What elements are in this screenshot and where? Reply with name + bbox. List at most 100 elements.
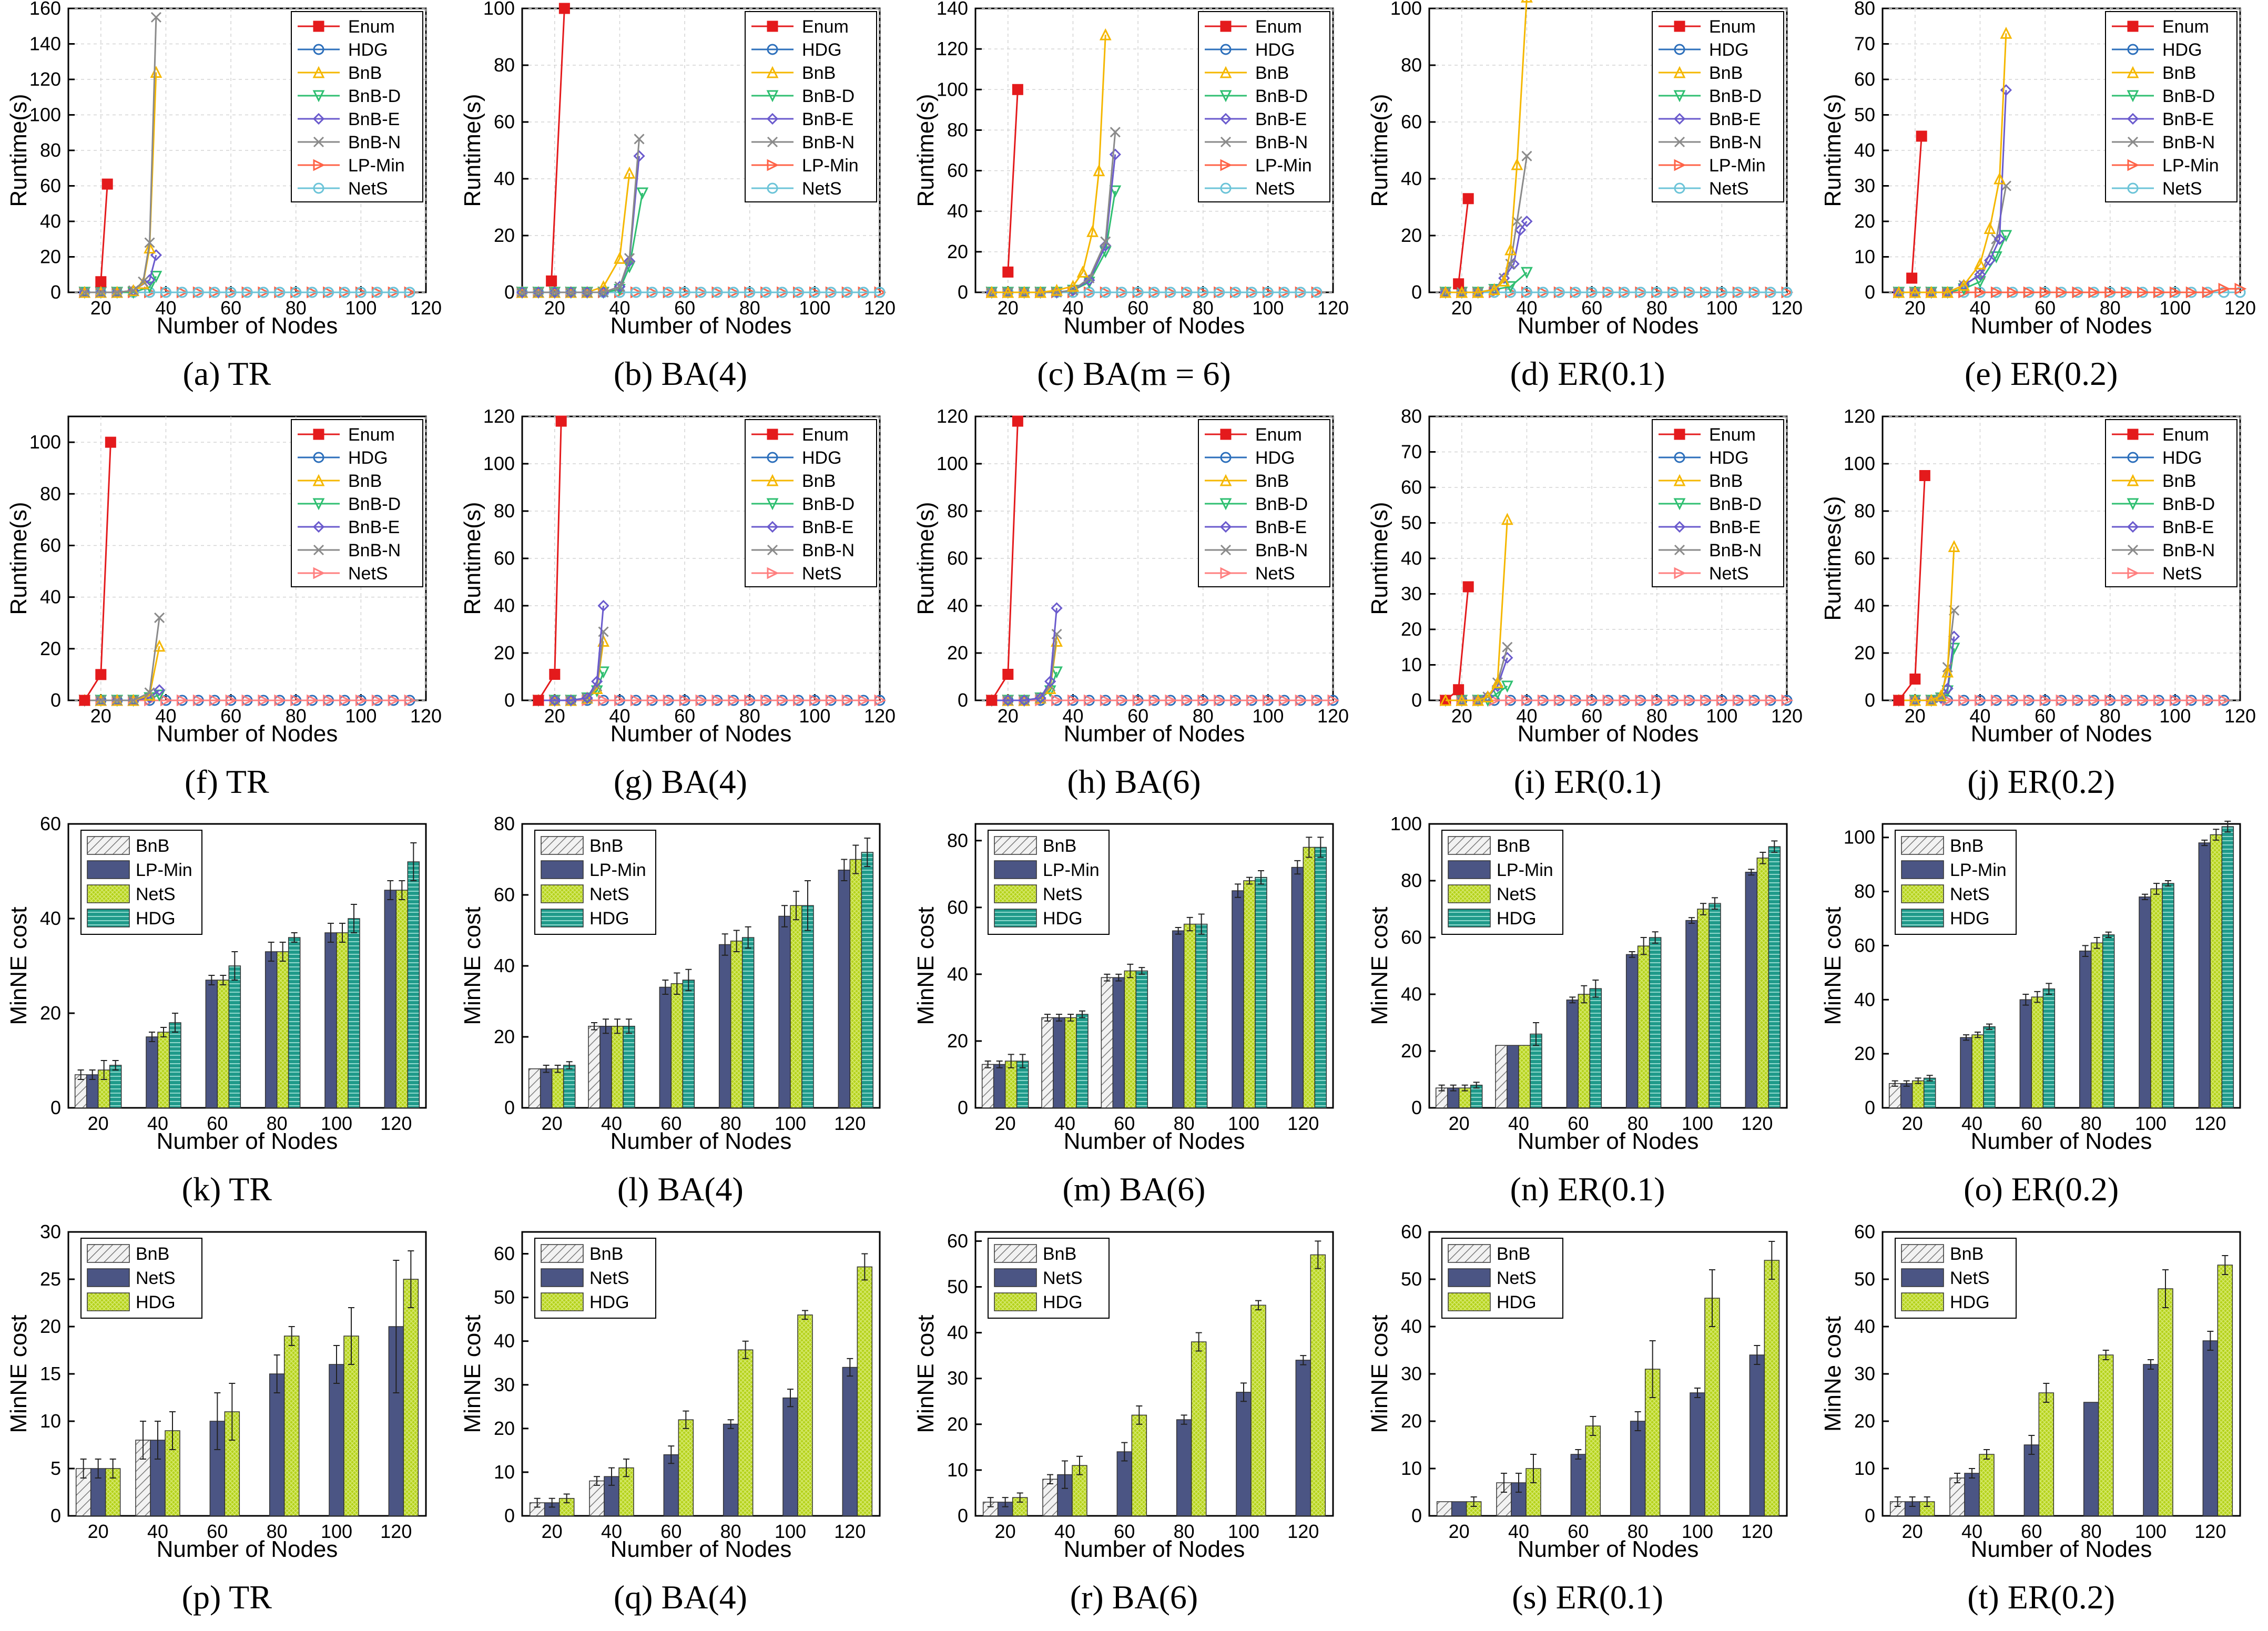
- error-bar: [1904, 1080, 1910, 1087]
- bar-NetS: [1064, 1017, 1077, 1108]
- data-point: [1916, 130, 1928, 142]
- bar-NetS: [1236, 1391, 1252, 1516]
- error-bar: [840, 859, 847, 881]
- bar-NetS: [1124, 970, 1137, 1108]
- x-tick-label: 120: [834, 1113, 866, 1134]
- series-Enum: [1452, 193, 1474, 290]
- data-point: [1521, 150, 1532, 161]
- caption-p: (p) TR: [181, 1578, 272, 1616]
- legend-marker: [1220, 159, 1233, 171]
- y-tick-label: 40: [1854, 1316, 1875, 1337]
- series-line: [1445, 586, 1469, 701]
- error-bar: [534, 1497, 541, 1507]
- legend-marker: [2127, 66, 2139, 78]
- legend-swatch: [1448, 1292, 1491, 1311]
- legend-marker: [2127, 113, 2139, 125]
- x-tick-label: 60: [660, 1521, 682, 1542]
- y-tick-label: 60: [494, 111, 515, 132]
- caption-m: (m) BA(6): [1062, 1170, 1206, 1208]
- legend-label: HDG: [1709, 448, 1749, 468]
- series-line: [84, 442, 111, 701]
- data-point: [1602, 694, 1615, 706]
- legend-label: Enum: [1255, 425, 1302, 445]
- x-tick-label: 40: [1961, 1521, 1982, 1542]
- data-point: [1100, 28, 1112, 40]
- data-point: [209, 694, 221, 706]
- legend-label: NetS: [802, 179, 842, 199]
- chart-svg-d: 0 20 40 60 80 100 Number of Nodes Runtime(s) 20 4…: [1367, 0, 1803, 339]
- data-point: [1511, 216, 1522, 227]
- error-bar: [1181, 1414, 1187, 1425]
- legend-swatch: [1448, 860, 1491, 879]
- legend-label: BnB: [1950, 1244, 1984, 1264]
- error-bar: [155, 1420, 161, 1460]
- error-bar: [984, 1061, 991, 1068]
- y-axis-label: Runtime(s): [460, 94, 485, 207]
- legend-label: Enum: [2162, 17, 2209, 37]
- legend-label: LP-Min: [136, 860, 192, 880]
- x-tick-label: 80: [286, 297, 307, 319]
- bar-HDG: [1649, 937, 1662, 1108]
- y-axis-label: MinNE cost: [460, 1314, 485, 1433]
- bar-HDG: [403, 1278, 419, 1516]
- series-BnB-N: [1440, 150, 1532, 298]
- y-tick-label: 40: [494, 1330, 515, 1351]
- x-tick-label: 120: [1287, 1521, 1319, 1542]
- bar-NetS: [1690, 1392, 1705, 1516]
- data-point: [1520, 267, 1533, 279]
- data-point: [1472, 286, 1484, 298]
- bar-BnB: [1889, 1083, 1901, 1108]
- x-tick-label: 40: [1961, 1113, 1982, 1134]
- bar-LP-Min: [205, 980, 218, 1108]
- x-axis-label: Number of Nodes: [610, 1536, 791, 1562]
- legend-marker: [767, 44, 778, 55]
- legend-marker: [766, 498, 779, 510]
- series-line: [992, 607, 1058, 701]
- data-point: [1570, 287, 1581, 298]
- data-point: [1086, 225, 1099, 237]
- error-bar: [1138, 967, 1145, 975]
- legend-label: BnB-D: [2162, 86, 2215, 106]
- y-tick-label: 20: [1401, 1040, 1422, 1062]
- error-bar: [1986, 1023, 1993, 1030]
- legend-label: NetS: [802, 564, 842, 584]
- plot-frame: [67, 823, 427, 1109]
- x-tick-label: 120: [1771, 297, 1803, 319]
- error-bar: [328, 923, 334, 943]
- data-point: [597, 694, 610, 706]
- bar-BnB: [587, 1026, 601, 1108]
- data-point: [711, 287, 723, 298]
- legend-marker: [1220, 567, 1233, 579]
- legend: Enum HDG BnB BnB-D BnB-E BnB-N NetS: [291, 419, 423, 587]
- data-point: [1935, 689, 1948, 701]
- series-line: [522, 173, 630, 293]
- x-axis-label: Number of Nodes: [610, 313, 791, 339]
- error-bar: [2082, 945, 2089, 957]
- bar-HDG: [2158, 1288, 2174, 1516]
- legend-label: BnB: [2162, 63, 2196, 83]
- x-axis-label: Number of Nodes: [1971, 1128, 2152, 1154]
- series-BnB-E: [1893, 84, 2012, 299]
- x-axis-label: Number of Nodes: [1517, 721, 1699, 747]
- y-tick-label: 50: [1401, 512, 1422, 533]
- legend-swatch: [1901, 884, 1945, 903]
- legend-label: HDG: [802, 40, 842, 60]
- error-bar: [2148, 1359, 2154, 1370]
- plot-frame: [974, 1231, 1334, 1516]
- data-point: [1311, 694, 1324, 706]
- data-point: [597, 666, 609, 678]
- data-point: [176, 287, 188, 298]
- x-tick-label: 120: [1741, 1521, 1773, 1542]
- data-point: [630, 287, 642, 298]
- series-line: [538, 605, 604, 701]
- x-axis-label: Number of Nodes: [1971, 721, 2152, 747]
- plot-frame: [974, 823, 1334, 1109]
- bar-LP-Min: [718, 944, 731, 1108]
- caption-l: (l) BA(4): [617, 1170, 744, 1208]
- error-bar: [781, 905, 788, 927]
- y-axis-label: Runtimes(s): [1820, 496, 1846, 620]
- bar-HDG: [2221, 826, 2234, 1108]
- data-point: [192, 287, 204, 298]
- chart-panel-g: 0 20 40 60 80 100 120 Number of Nodes Runtime(s)…: [459, 405, 902, 813]
